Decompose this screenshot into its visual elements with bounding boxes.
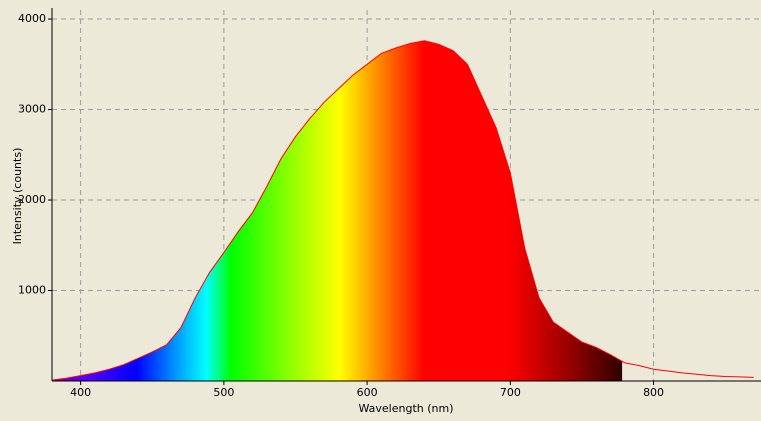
spectrum-area: [52, 40, 754, 382]
y-tick-label: 4000: [18, 12, 46, 25]
x-tick-label: 700: [500, 386, 521, 399]
x-axis-title: Wavelength (nm): [358, 402, 453, 415]
x-tick-label: 600: [357, 386, 378, 399]
x-tick-label: 500: [213, 386, 234, 399]
y-tick-label: 1000: [18, 284, 46, 297]
plot: [51, 40, 754, 382]
x-tick-label: 400: [70, 386, 91, 399]
x-tick-label: 800: [643, 386, 664, 399]
spectrum-line: [51, 40, 754, 381]
y-tick-label: 2000: [18, 193, 46, 206]
y-tick-label: 3000: [18, 103, 46, 116]
y-axis-title: Intensity (counts): [11, 148, 24, 245]
